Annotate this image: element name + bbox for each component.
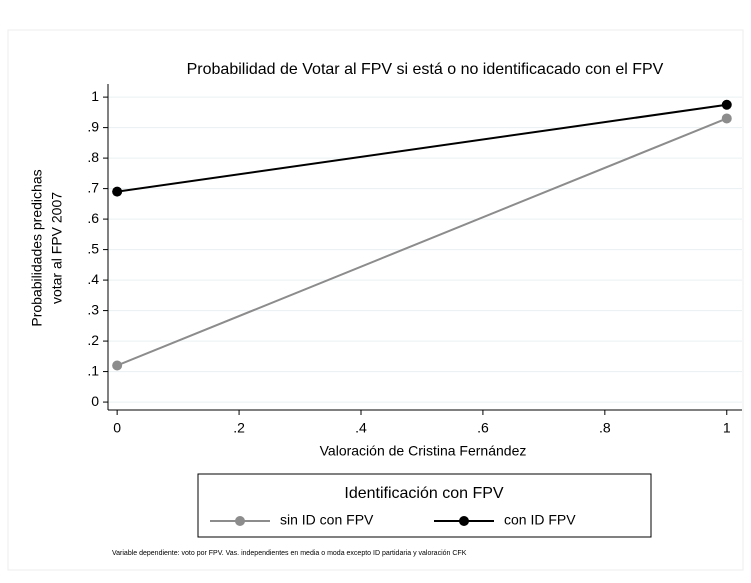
y-tick-label: .6 xyxy=(87,210,99,226)
x-tick-label: .2 xyxy=(233,420,245,436)
y-tick-label: .2 xyxy=(87,332,99,348)
series-line xyxy=(116,117,728,367)
y-axis-title: Probabilidades predichas xyxy=(29,169,45,326)
legend xyxy=(197,473,652,538)
x-tick-label: 0 xyxy=(113,420,121,436)
y-tick-label: 0 xyxy=(91,393,99,409)
x-tick-label: .6 xyxy=(477,420,489,436)
y-tick-label: .9 xyxy=(87,118,99,134)
point xyxy=(112,360,123,371)
point xyxy=(721,99,732,110)
x-axis-title: Valoración de Cristina Fernández xyxy=(320,443,527,459)
point xyxy=(112,186,123,197)
legend-marker xyxy=(235,516,245,526)
x-tick-label: .4 xyxy=(355,420,367,436)
y-tick-label: .7 xyxy=(87,179,99,195)
y-tick-label: .8 xyxy=(87,149,99,165)
chart-title: Probabilidad de Votar al FPV si está o n… xyxy=(187,61,664,78)
legend-label: con ID FPV xyxy=(504,512,576,528)
x-tick-label: .8 xyxy=(599,420,611,436)
point xyxy=(721,113,732,124)
y-tick-label: 1 xyxy=(91,88,99,104)
note: Variable dependiente: voto por FPV. Vas.… xyxy=(112,550,467,557)
x-tick-label: 1 xyxy=(723,420,731,436)
legend-label: sin ID con FPV xyxy=(280,512,374,528)
y-tick-label: .4 xyxy=(87,271,99,287)
y-axis-title: votar al FPV 2007 xyxy=(49,192,65,304)
y-tick-label: .5 xyxy=(87,240,99,256)
y-tick-label: .3 xyxy=(87,301,99,317)
legend-title: Identificación con FPV xyxy=(344,485,504,502)
y-tick-label: .1 xyxy=(87,362,99,378)
series-line xyxy=(117,103,727,193)
legend-marker xyxy=(459,516,469,526)
